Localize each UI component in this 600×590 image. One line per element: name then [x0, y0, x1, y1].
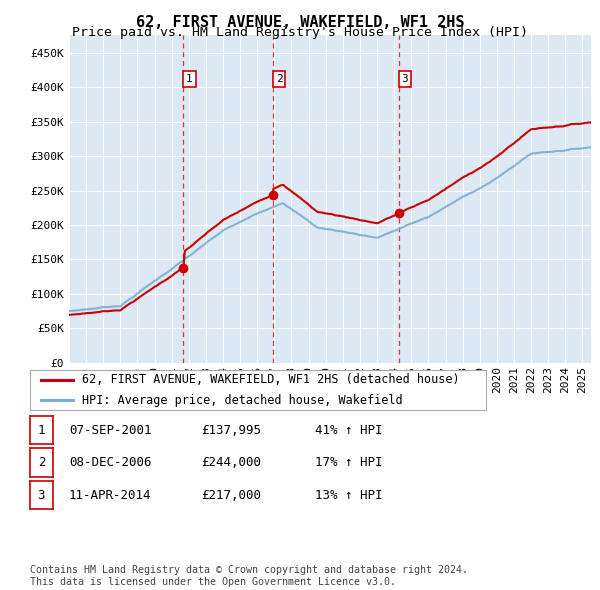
Text: £244,000: £244,000 [201, 456, 261, 469]
Text: 2: 2 [38, 456, 45, 469]
Text: 1: 1 [186, 74, 193, 84]
Text: 3: 3 [401, 74, 408, 84]
Text: 08-DEC-2006: 08-DEC-2006 [69, 456, 151, 469]
Text: 13% ↑ HPI: 13% ↑ HPI [315, 489, 383, 502]
Text: HPI: Average price, detached house, Wakefield: HPI: Average price, detached house, Wake… [82, 394, 403, 407]
Text: 41% ↑ HPI: 41% ↑ HPI [315, 424, 383, 437]
Text: 2: 2 [276, 74, 283, 84]
Text: £137,995: £137,995 [201, 424, 261, 437]
Text: 1: 1 [38, 424, 45, 437]
Text: Price paid vs. HM Land Registry's House Price Index (HPI): Price paid vs. HM Land Registry's House … [72, 26, 528, 39]
Text: £217,000: £217,000 [201, 489, 261, 502]
Text: Contains HM Land Registry data © Crown copyright and database right 2024.
This d: Contains HM Land Registry data © Crown c… [30, 565, 468, 587]
Text: 62, FIRST AVENUE, WAKEFIELD, WF1 2HS: 62, FIRST AVENUE, WAKEFIELD, WF1 2HS [136, 15, 464, 30]
Text: 62, FIRST AVENUE, WAKEFIELD, WF1 2HS (detached house): 62, FIRST AVENUE, WAKEFIELD, WF1 2HS (de… [82, 373, 460, 386]
Text: 11-APR-2014: 11-APR-2014 [69, 489, 151, 502]
Text: 3: 3 [38, 489, 45, 502]
Text: 17% ↑ HPI: 17% ↑ HPI [315, 456, 383, 469]
Text: 07-SEP-2001: 07-SEP-2001 [69, 424, 151, 437]
